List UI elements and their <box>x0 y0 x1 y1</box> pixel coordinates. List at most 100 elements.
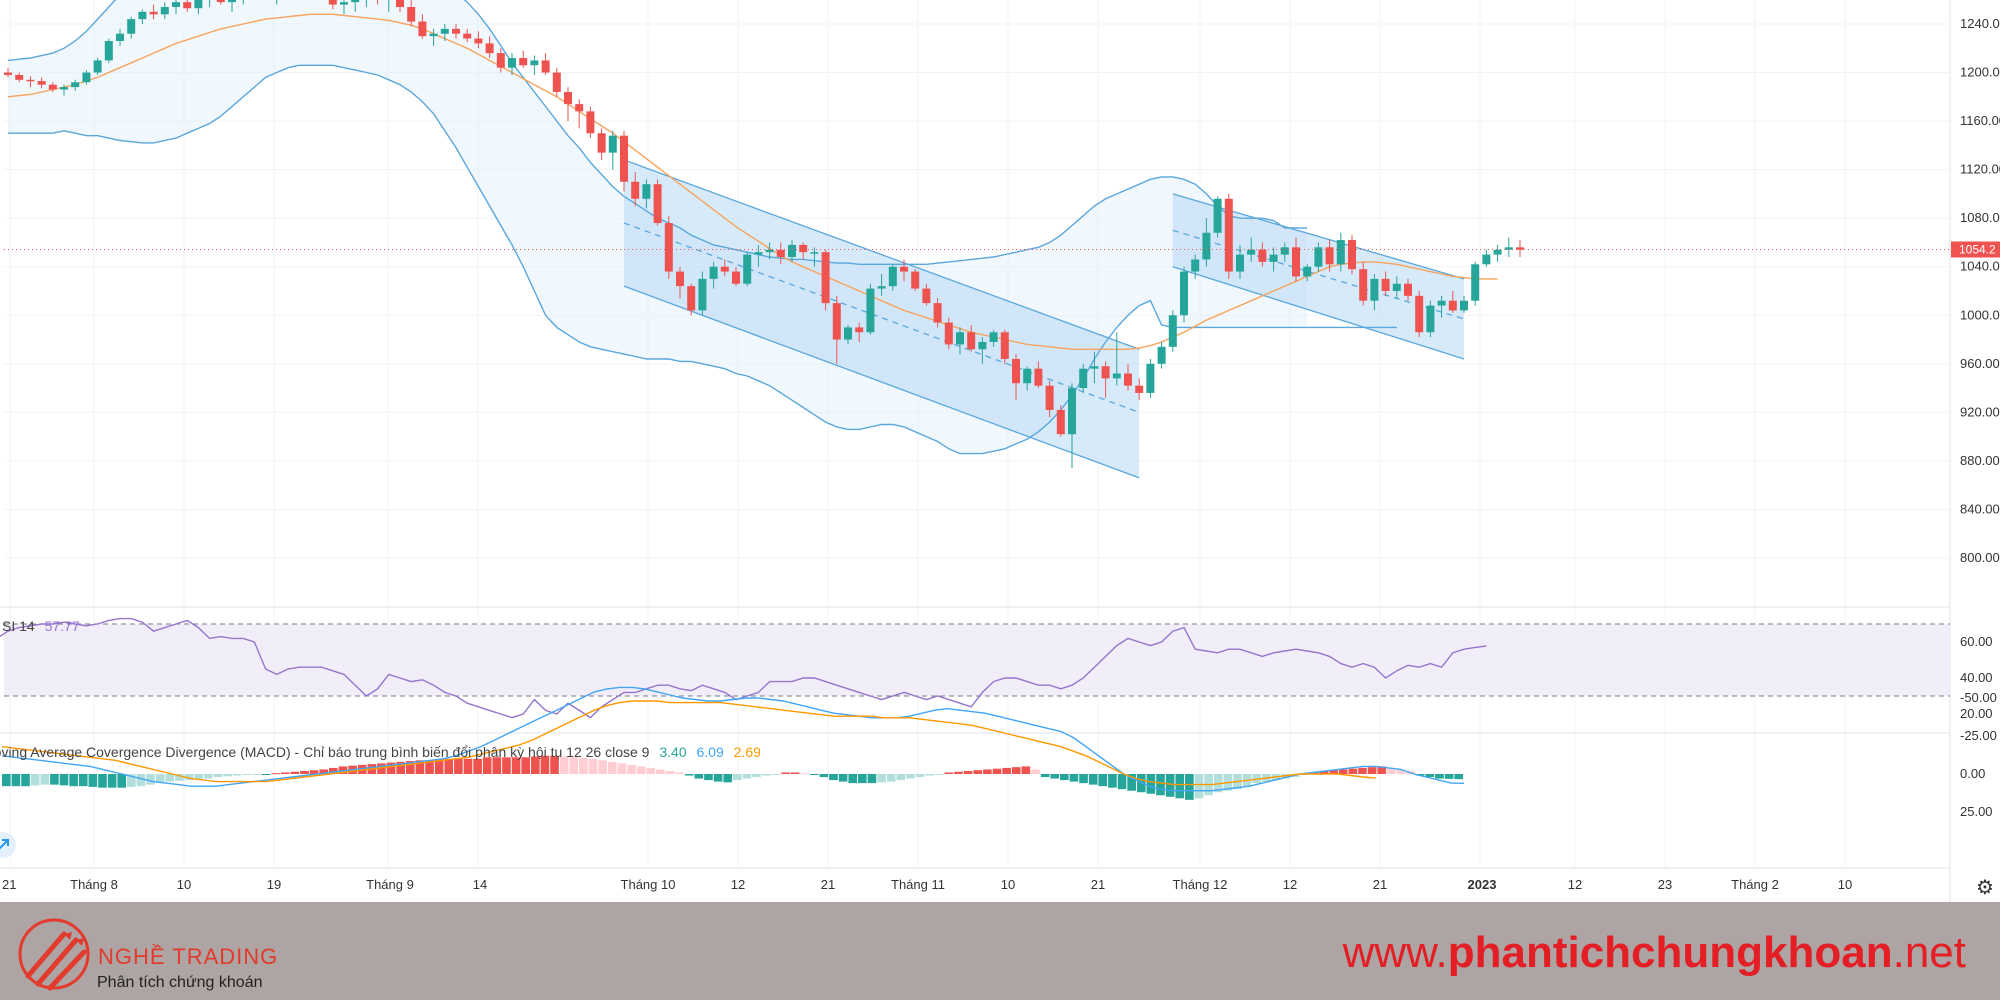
candle[interactable] <box>1448 300 1457 311</box>
candle[interactable] <box>1146 363 1155 393</box>
candle[interactable] <box>911 271 920 289</box>
candle[interactable] <box>664 223 673 272</box>
candle[interactable] <box>1381 278 1390 291</box>
candle[interactable] <box>1135 385 1144 393</box>
candle[interactable] <box>60 87 68 90</box>
candle[interactable] <box>440 28 449 34</box>
candle[interactable] <box>1336 240 1345 265</box>
candle[interactable] <box>989 332 998 342</box>
candle[interactable] <box>1348 240 1356 270</box>
candle[interactable] <box>586 111 595 134</box>
candle[interactable] <box>216 0 225 3</box>
rsi-pane[interactable] <box>0 617 1950 719</box>
candle[interactable] <box>1325 247 1334 265</box>
candle[interactable] <box>866 288 875 333</box>
candle[interactable] <box>1280 247 1289 255</box>
candle[interactable] <box>82 72 91 83</box>
candle[interactable] <box>1236 254 1244 272</box>
candle[interactable] <box>1482 254 1491 265</box>
candle[interactable] <box>922 288 931 304</box>
price-pane[interactable] <box>4 0 1950 479</box>
candle[interactable] <box>48 84 57 90</box>
back-button[interactable] <box>0 832 16 858</box>
candle[interactable] <box>776 249 785 258</box>
candle[interactable] <box>194 0 203 9</box>
candle[interactable] <box>608 135 617 153</box>
candle[interactable] <box>1191 259 1200 272</box>
candle[interactable] <box>71 82 80 88</box>
macd-pane[interactable] <box>1 686 1465 800</box>
candle[interactable] <box>396 0 404 8</box>
candle[interactable] <box>463 33 472 39</box>
candle[interactable] <box>933 303 942 323</box>
candle[interactable] <box>1437 300 1446 306</box>
candle[interactable] <box>810 252 819 254</box>
candle[interactable] <box>1269 254 1278 262</box>
candle[interactable] <box>1213 198 1222 233</box>
candle[interactable] <box>1180 271 1188 316</box>
candle[interactable] <box>228 0 236 3</box>
candle[interactable] <box>1012 358 1020 384</box>
candle[interactable] <box>844 327 852 340</box>
candle[interactable] <box>575 104 584 112</box>
candle[interactable] <box>743 254 752 284</box>
candle[interactable] <box>1000 332 1009 359</box>
candle[interactable] <box>1101 366 1110 379</box>
candle[interactable] <box>620 135 628 182</box>
candle[interactable] <box>104 40 113 61</box>
candle[interactable] <box>978 341 987 350</box>
candle[interactable] <box>832 303 841 340</box>
candle[interactable] <box>1404 283 1412 296</box>
candle[interactable] <box>4 72 12 75</box>
candle[interactable] <box>351 0 360 3</box>
candle[interactable] <box>1359 269 1368 301</box>
candle[interactable] <box>1023 368 1032 384</box>
candle[interactable] <box>496 53 505 68</box>
candle[interactable] <box>508 57 516 68</box>
website-link[interactable]: www.phantichchungkhoan.net <box>1343 928 1966 978</box>
gear-icon[interactable]: ⚙ <box>1976 877 1994 899</box>
candle[interactable] <box>26 79 35 82</box>
candle[interactable] <box>900 266 908 272</box>
candle[interactable] <box>1314 247 1323 267</box>
candle[interactable] <box>183 2 192 9</box>
candle[interactable] <box>1504 247 1513 250</box>
candle[interactable] <box>127 19 136 34</box>
candle[interactable] <box>519 57 528 66</box>
candle[interactable] <box>552 72 561 92</box>
candle[interactable] <box>821 252 830 304</box>
candle[interactable] <box>698 278 707 311</box>
candle[interactable] <box>1056 409 1065 435</box>
candle[interactable] <box>1034 368 1043 386</box>
candle[interactable] <box>799 244 808 253</box>
candle[interactable] <box>1124 373 1132 386</box>
candle[interactable] <box>1090 366 1099 369</box>
candle[interactable] <box>1247 249 1256 255</box>
candle[interactable] <box>855 327 864 333</box>
candle[interactable] <box>1392 283 1401 291</box>
candle[interactable] <box>754 252 763 255</box>
candle[interactable] <box>340 2 348 5</box>
candle[interactable] <box>1471 264 1480 301</box>
candle[interactable] <box>452 28 460 34</box>
candle[interactable] <box>1426 305 1435 333</box>
candle[interactable] <box>160 7 169 15</box>
candle[interactable] <box>1493 249 1502 255</box>
candle[interactable] <box>429 33 438 37</box>
candle[interactable] <box>1045 385 1054 410</box>
candle[interactable] <box>720 266 729 272</box>
candle[interactable] <box>328 0 337 5</box>
candle[interactable] <box>877 286 886 289</box>
candle[interactable] <box>1460 300 1468 311</box>
candle[interactable] <box>888 266 897 287</box>
candle[interactable] <box>1303 266 1312 277</box>
candle[interactable] <box>597 133 606 153</box>
chart-canvas[interactable]: 1054.21240.001200.001160.001120.001080.0… <box>0 0 2000 902</box>
candle[interactable] <box>418 21 427 37</box>
candle[interactable] <box>172 2 180 8</box>
candle[interactable] <box>93 60 102 73</box>
candle[interactable] <box>37 81 46 85</box>
candle[interactable] <box>116 33 124 41</box>
candle[interactable] <box>1202 232 1211 260</box>
candle[interactable] <box>709 266 718 279</box>
